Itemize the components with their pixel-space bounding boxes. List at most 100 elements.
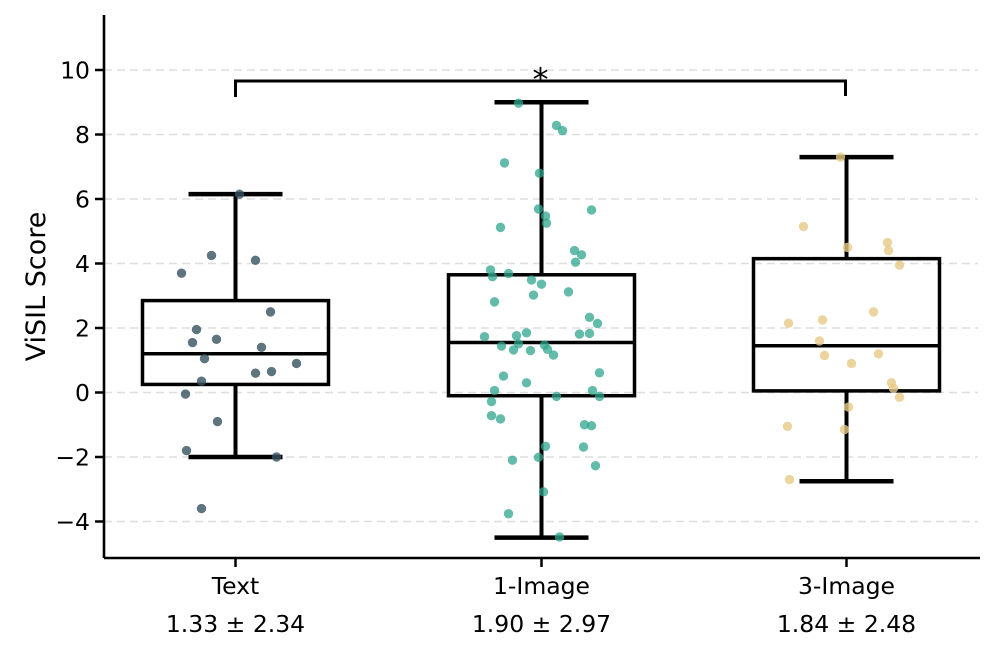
scatter-point-Text xyxy=(181,445,192,456)
scatter-point-Text xyxy=(180,389,191,399)
scatter-point-Text xyxy=(250,255,261,265)
box-1-Image xyxy=(446,273,637,398)
scatter-point-3-Image xyxy=(817,315,828,325)
x-stats-label: 1.33 ± 2.34 xyxy=(166,610,305,638)
scatter-point-1-Image xyxy=(525,345,536,356)
scatter-point-3-Image xyxy=(814,336,825,346)
scatter-point-1-Image xyxy=(495,222,506,233)
scatter-point-1-Image xyxy=(574,329,585,339)
y-tick-label: −4 xyxy=(55,508,90,536)
scatter-point-1-Image xyxy=(536,279,547,289)
scatter-point-1-Image xyxy=(548,350,559,360)
scatter-point-1-Image xyxy=(528,290,539,300)
scatter-point-1-Image xyxy=(503,509,514,519)
scatter-point-3-Image xyxy=(835,152,846,162)
scatter-point-1-Image xyxy=(592,318,603,329)
scatter-point-1-Image xyxy=(499,158,510,168)
x-category-label: 3-Image xyxy=(798,572,895,600)
y-tick-label: −2 xyxy=(55,444,90,472)
scatter-point-1-Image xyxy=(487,272,498,282)
scatter-point-Text xyxy=(196,503,207,514)
scatter-point-1-Image xyxy=(534,168,545,178)
scatter-point-3-Image xyxy=(819,350,830,361)
scatter-point-Text xyxy=(291,358,302,369)
scatter-point-3-Image xyxy=(842,242,853,253)
scatter-point-3-Image xyxy=(883,245,894,256)
scatter-point-1-Image xyxy=(576,250,587,260)
scatter-point-1-Image xyxy=(542,344,553,354)
scatter-point-1-Image xyxy=(496,341,507,351)
scatter-point-Text xyxy=(191,324,202,335)
scatter-point-Text xyxy=(271,452,282,462)
scatter-point-1-Image xyxy=(578,442,589,452)
y-tick-label: 8 xyxy=(75,121,90,149)
scatter-point-1-Image xyxy=(579,420,590,430)
y-tick-label: 6 xyxy=(75,186,90,214)
scatter-point-1-Image xyxy=(540,441,551,452)
scatter-point-Text xyxy=(199,353,210,364)
scatter-point-3-Image xyxy=(784,474,795,485)
scatter-point-1-Image xyxy=(584,312,595,323)
scatter-point-1-Image xyxy=(569,245,580,256)
scatter-point-3-Image xyxy=(839,424,850,435)
scatter-point-3-Image xyxy=(873,349,884,359)
scatter-point-1-Image xyxy=(508,345,519,355)
scatter-point-3-Image xyxy=(894,392,905,403)
y-tick-label: 0 xyxy=(75,379,90,407)
y-tick-label: 2 xyxy=(75,315,90,343)
scatter-point-Text xyxy=(196,376,207,386)
scatter-point-1-Image xyxy=(587,385,598,396)
scatter-point-1-Image xyxy=(479,332,490,342)
scatter-point-1-Image xyxy=(584,328,595,339)
scatter-point-1-Image xyxy=(511,331,522,341)
scatter-point-1-Image xyxy=(557,125,568,136)
scatter-point-3-Image xyxy=(868,307,879,317)
scatter-point-1-Image xyxy=(586,421,597,431)
scatter-point-Text xyxy=(266,366,277,377)
scatter-point-1-Image xyxy=(507,455,518,465)
scatter-point-Text xyxy=(176,268,187,278)
scatter-point-1-Image xyxy=(586,205,597,215)
scatter-point-3-Image xyxy=(782,421,793,432)
scatter-point-3-Image xyxy=(798,221,809,232)
significance-asterisk: * xyxy=(533,61,549,99)
scatter-point-1-Image xyxy=(563,287,574,297)
box-Text xyxy=(140,298,331,387)
scatter-point-1-Image xyxy=(533,452,544,463)
y-tick-label: 4 xyxy=(75,250,90,278)
scatter-point-3-Image xyxy=(894,260,905,270)
scatter-point-1-Image xyxy=(489,385,500,396)
scatter-point-Text xyxy=(234,189,245,199)
scatter-point-1-Image xyxy=(486,411,497,421)
scatter-point-1-Image xyxy=(521,378,532,388)
x-category-label: Text xyxy=(211,572,260,600)
significance-bracket xyxy=(234,79,847,97)
scatter-point-3-Image xyxy=(843,402,854,412)
scatter-point-3-Image xyxy=(888,383,899,394)
scatter-point-3-Image xyxy=(882,237,893,248)
scatter-point-3-Image xyxy=(846,358,857,369)
scatter-point-1-Image xyxy=(503,268,514,279)
scatter-point-1-Image xyxy=(498,371,509,381)
scatter-point-1-Image xyxy=(541,218,552,228)
x-stats-label: 1.90 ± 2.97 xyxy=(472,610,611,638)
scatter-point-Text xyxy=(206,250,217,261)
scatter-point-Text xyxy=(256,342,267,353)
scatter-point-1-Image xyxy=(551,391,562,402)
scatter-point-1-Image xyxy=(521,328,532,338)
scatter-point-1-Image xyxy=(526,275,537,285)
y-axis-label: ViSIL Score xyxy=(21,212,52,362)
scatter-point-1-Image xyxy=(489,297,500,307)
scatter-point-1-Image xyxy=(538,487,549,497)
scatter-point-Text xyxy=(187,337,198,348)
scatter-point-1-Image xyxy=(486,396,497,407)
scatter-point-Text xyxy=(211,334,222,344)
scatter-point-3-Image xyxy=(783,318,794,328)
scatter-point-1-Image xyxy=(570,257,581,267)
scatter-point-1-Image xyxy=(594,368,605,378)
scatter-point-1-Image xyxy=(594,391,605,402)
scatter-point-1-Image xyxy=(495,414,506,424)
x-category-label: 1-Image xyxy=(493,572,590,600)
box-3-Image xyxy=(751,256,942,393)
